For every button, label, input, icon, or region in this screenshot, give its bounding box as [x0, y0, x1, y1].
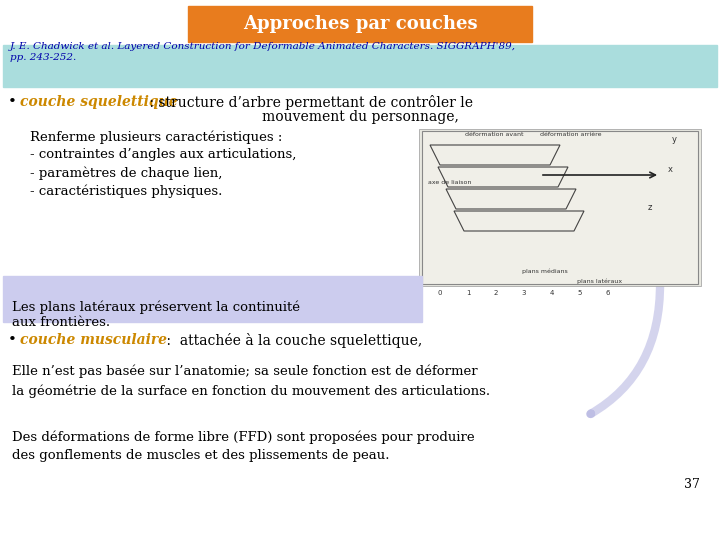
Text: déformation arrière: déformation arrière	[540, 132, 601, 137]
Text: x: x	[668, 165, 673, 174]
FancyArrowPatch shape	[590, 283, 660, 414]
Text: 1: 1	[466, 290, 470, 296]
Text: - caractéristiques physiques.: - caractéristiques physiques.	[30, 184, 222, 198]
Text: z: z	[648, 202, 652, 212]
Text: 37: 37	[684, 478, 700, 491]
FancyBboxPatch shape	[3, 45, 717, 87]
Text: Des déformations de forme libre (FFD) sont proposées pour produire
des gonflemen: Des déformations de forme libre (FFD) so…	[12, 430, 474, 462]
Text: plans latéraux: plans latéraux	[577, 278, 623, 284]
Text: mouvement du personnage,: mouvement du personnage,	[261, 110, 459, 124]
Text: axe de liaison: axe de liaison	[428, 180, 472, 185]
Text: :  attachée à la couche squelettique,: : attachée à la couche squelettique,	[162, 333, 422, 348]
Text: •: •	[8, 95, 17, 109]
Text: déformation avant: déformation avant	[465, 132, 523, 137]
Text: 4: 4	[550, 290, 554, 296]
FancyBboxPatch shape	[422, 131, 698, 284]
FancyBboxPatch shape	[419, 129, 701, 286]
Text: J. E. Chadwick et al. Layered Construction for Deformable Animated Characters. S: J. E. Chadwick et al. Layered Constructi…	[10, 42, 516, 62]
Text: Approches par couches: Approches par couches	[243, 15, 477, 33]
Text: - paramètres de chaque lien,: - paramètres de chaque lien,	[30, 166, 222, 179]
Text: 2: 2	[494, 290, 498, 296]
Text: y: y	[672, 136, 677, 145]
Text: 0: 0	[438, 290, 442, 296]
Text: Les plans latéraux préservent la continuité
aux frontières.: Les plans latéraux préservent la continu…	[12, 300, 300, 328]
Text: Elle n’est pas basée sur l’anatomie; sa seule fonction est de déformer
la géomét: Elle n’est pas basée sur l’anatomie; sa …	[12, 365, 490, 399]
Text: : structure d’arbre permettant de contrôler le: : structure d’arbre permettant de contrô…	[145, 95, 473, 110]
Text: 5: 5	[578, 290, 582, 296]
Text: - contraintes d’angles aux articulations,: - contraintes d’angles aux articulations…	[30, 148, 297, 161]
Text: couche musculaire: couche musculaire	[20, 333, 167, 347]
FancyBboxPatch shape	[3, 276, 422, 322]
Text: •: •	[8, 333, 17, 347]
Text: Renferme plusieurs caractéristiques :: Renferme plusieurs caractéristiques :	[30, 130, 282, 144]
Text: 3: 3	[522, 290, 526, 296]
FancyBboxPatch shape	[188, 6, 532, 42]
Text: couche squelettique: couche squelettique	[20, 95, 178, 109]
Text: 6: 6	[606, 290, 611, 296]
Text: plans médians: plans médians	[522, 268, 568, 273]
